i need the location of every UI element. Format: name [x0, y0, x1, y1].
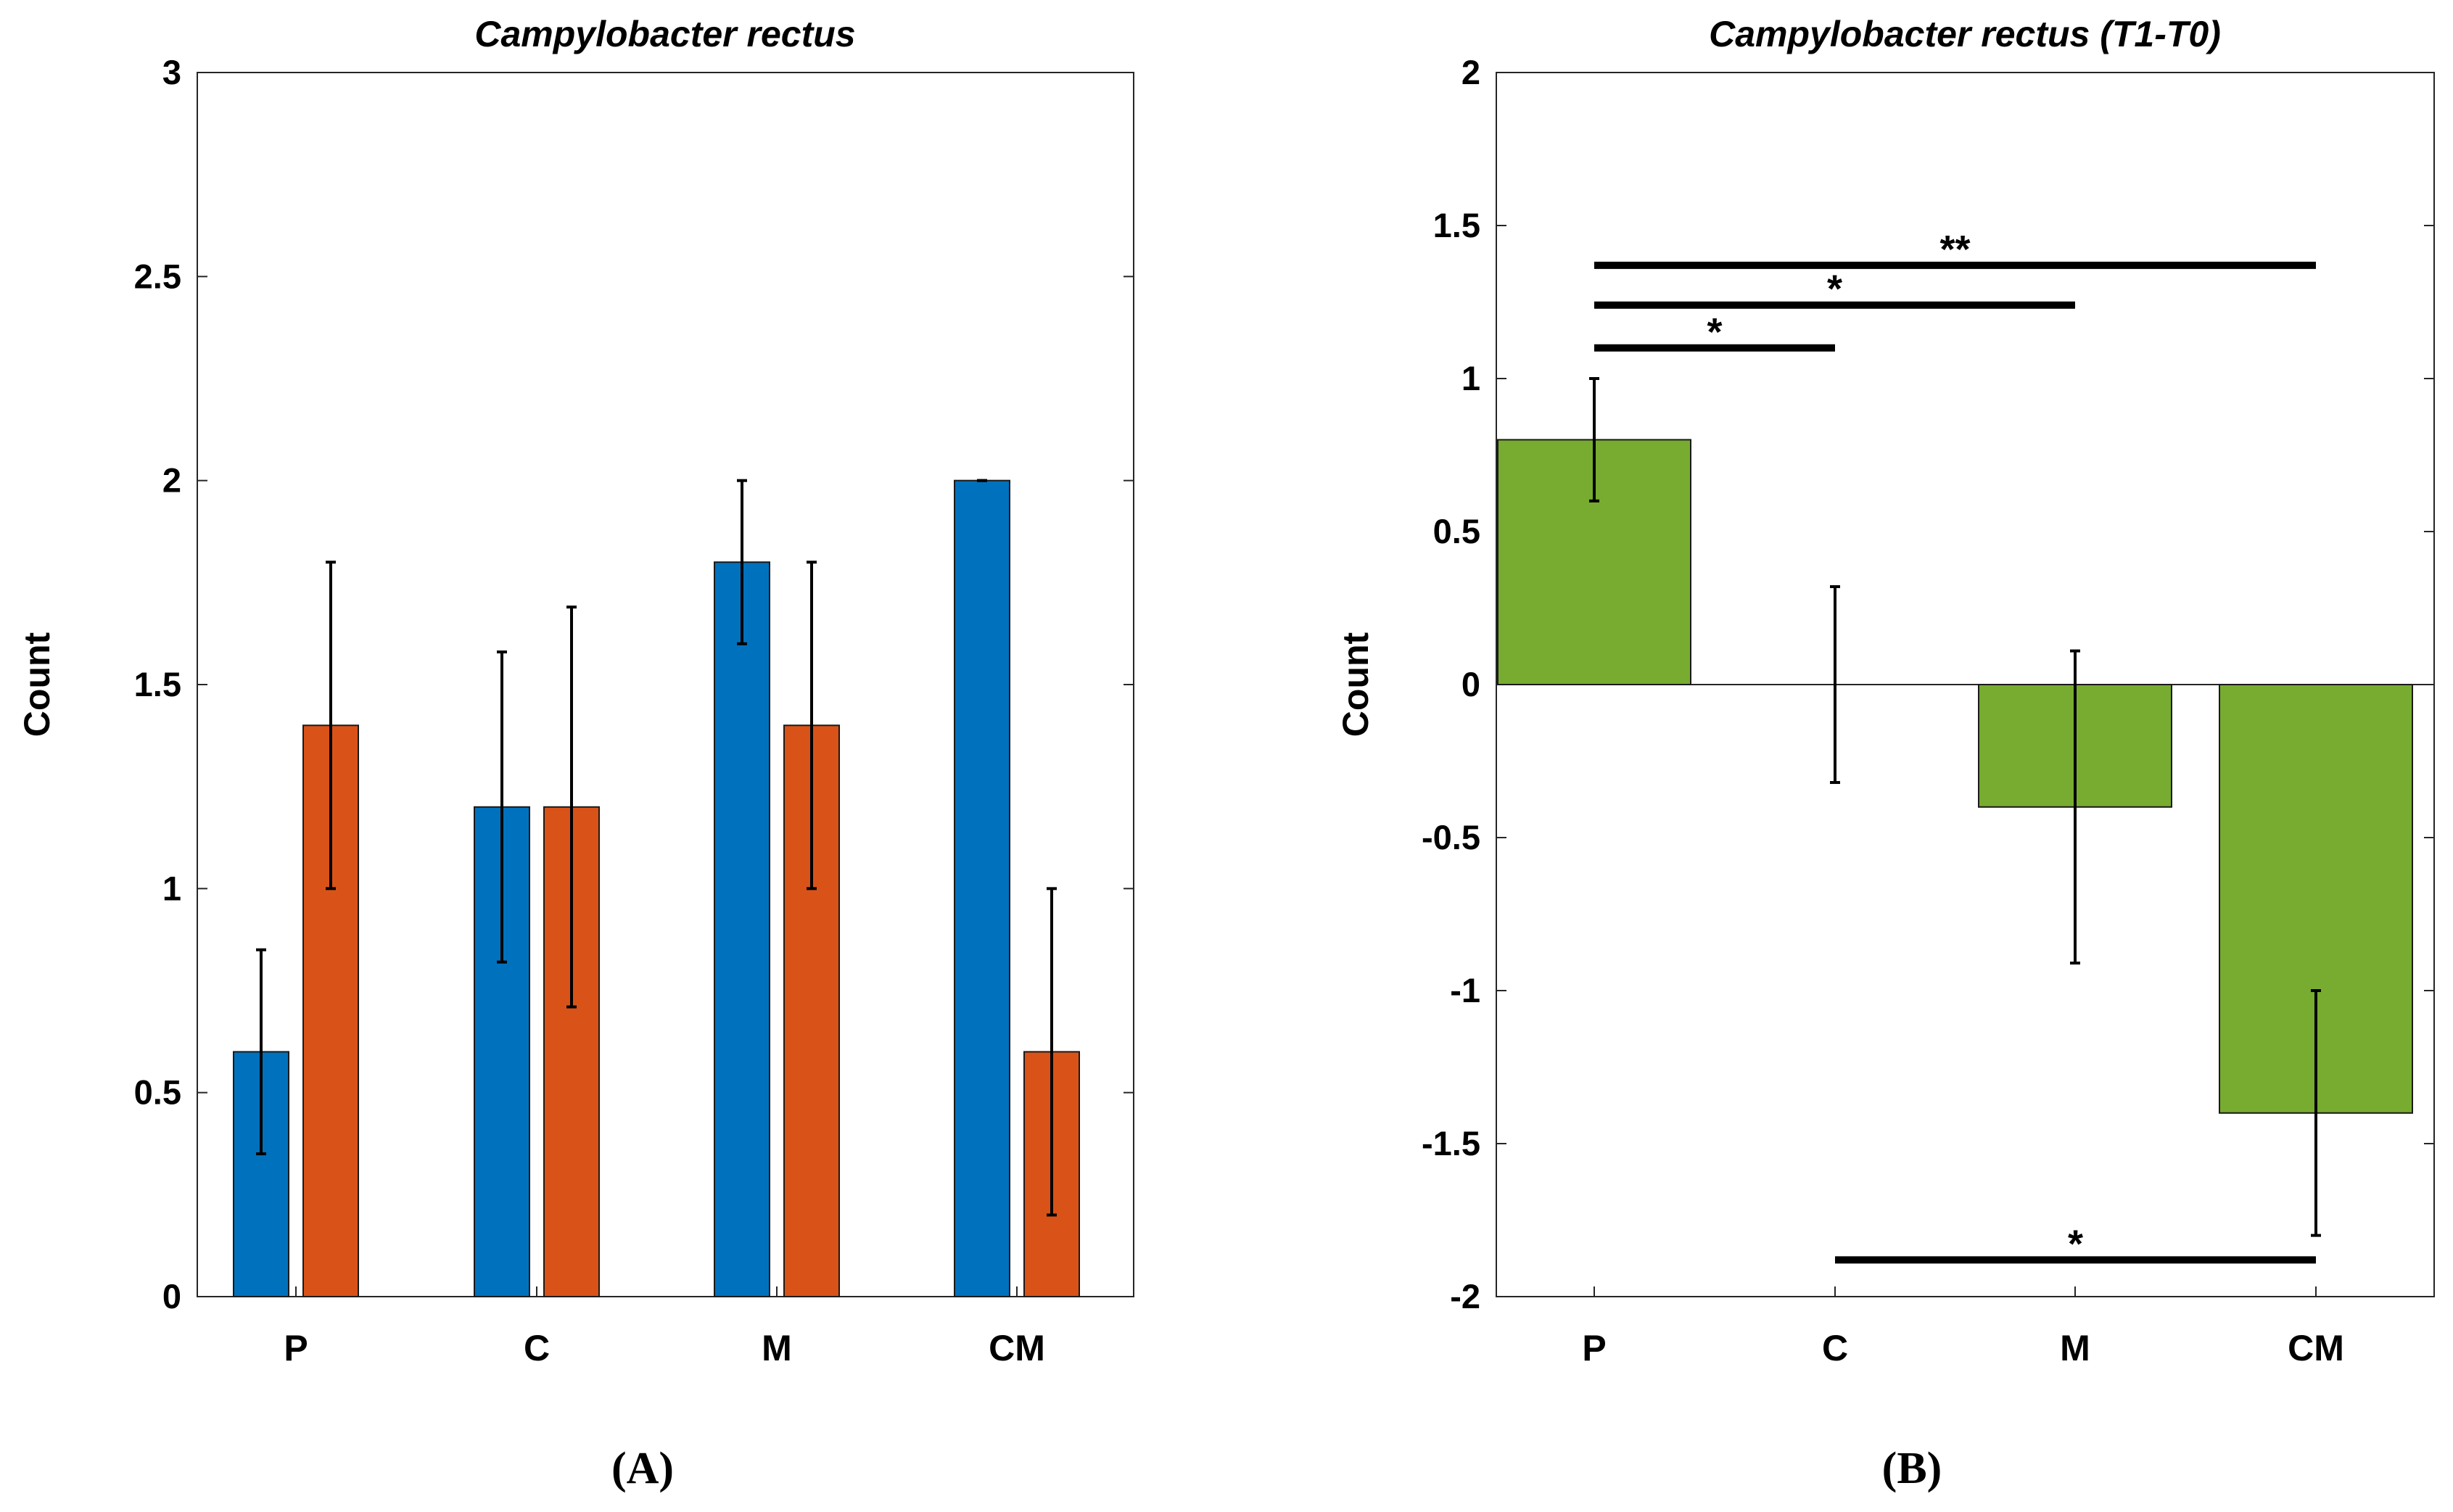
panel-label: (B): [1882, 1444, 1942, 1493]
chart-b: -2-1.5-1-0.500.511.52P C M CM*****Campyloba…: [1335, 14, 2435, 1493]
y-tick-label: 1.5: [134, 665, 181, 703]
y-tick-label: -0.5: [1422, 818, 1480, 856]
y-tick-label: 0.5: [1433, 512, 1480, 550]
x-tick-label: P: [284, 1328, 308, 1368]
y-tick-label: 3: [162, 53, 181, 91]
x-tick-label: C: [1822, 1328, 1848, 1368]
y-tick-label: -1: [1450, 971, 1480, 1009]
y-axis-label: Count: [1335, 632, 1376, 737]
panel-label: (A): [611, 1444, 674, 1493]
y-tick-label: 1: [1462, 359, 1480, 397]
x-tick-label: M: [762, 1328, 792, 1368]
y-tick-label: 0: [1462, 665, 1480, 703]
y-tick-label: 2: [162, 461, 181, 500]
x-tick-label: M: [2060, 1328, 2090, 1368]
x-tick-label: P: [1582, 1328, 1606, 1368]
x-tick-label: C: [524, 1328, 550, 1368]
y-tick-label: -2: [1450, 1277, 1480, 1315]
significance-label: **: [1939, 228, 1970, 271]
bar: [954, 479, 1010, 1298]
bar: [714, 561, 770, 1297]
y-tick-label: 1.5: [1433, 206, 1480, 244]
significance-label: *: [2068, 1222, 2083, 1265]
significance-label: *: [1707, 310, 1722, 354]
x-tick-label: CM: [2288, 1328, 2344, 1368]
x-tick-label: CM: [989, 1328, 1045, 1368]
significance-label: *: [1827, 268, 1842, 311]
y-tick-label: 2.5: [134, 257, 181, 295]
y-tick-label: 2: [1462, 53, 1480, 91]
chart-title: Campylobacter rectus: [474, 14, 855, 54]
y-tick-label: 0.5: [134, 1073, 181, 1112]
chart-title: Campylobacter rectus (T1-T0): [1709, 14, 2221, 54]
y-tick-label: 1: [162, 869, 181, 907]
y-tick-label: -1.5: [1422, 1124, 1480, 1162]
y-axis-label: Count: [17, 632, 57, 737]
y-tick-label: 0: [162, 1277, 181, 1315]
